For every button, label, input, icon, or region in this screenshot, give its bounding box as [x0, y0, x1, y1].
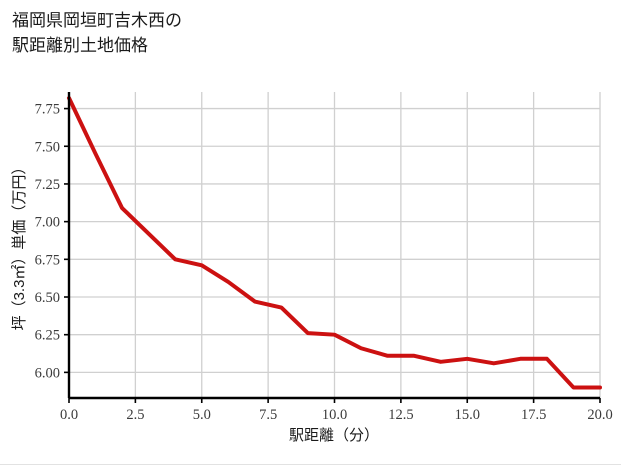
y-tick-label: 7.50 [35, 139, 60, 155]
y-tick-label: 7.00 [35, 215, 60, 231]
y-tick-label: 7.75 [35, 102, 60, 118]
y-axis-title: 坪（3.3㎡）単価（万円） [11, 160, 28, 331]
x-tick-label: 0.0 [60, 407, 78, 423]
x-tick-label: 12.5 [388, 407, 413, 423]
data-series-line [67, 96, 602, 390]
x-tick-label: 17.5 [521, 407, 546, 423]
x-tick-label: 15.0 [455, 407, 480, 423]
x-tick-label: 20.0 [587, 407, 612, 423]
page-title: 福岡県岡垣町吉木西の 駅距離別土地価格 [12, 11, 182, 55]
x-tick-label: 2.5 [126, 407, 144, 423]
y-tick-label: 6.00 [35, 365, 60, 381]
x-axis-title: 駅距離（分） [289, 426, 379, 444]
y-tick-label: 6.25 [35, 328, 60, 344]
y-tick-label: 6.75 [35, 252, 60, 268]
y-tick-label: 6.50 [35, 290, 60, 306]
x-axis-ticks: 0.0 2.5 5.0 7.5 10.0 12.5 15.0 17.5 20.0 [60, 398, 613, 423]
y-axis-ticks: 6.00 6.25 6.50 6.75 7.00 7.25 7.50 7.75 [35, 102, 69, 381]
x-tick-label: 7.5 [259, 407, 277, 423]
x-tick-label: 10.0 [322, 407, 347, 423]
y-tick-label: 7.25 [35, 177, 60, 193]
x-tick-label: 5.0 [193, 407, 211, 423]
